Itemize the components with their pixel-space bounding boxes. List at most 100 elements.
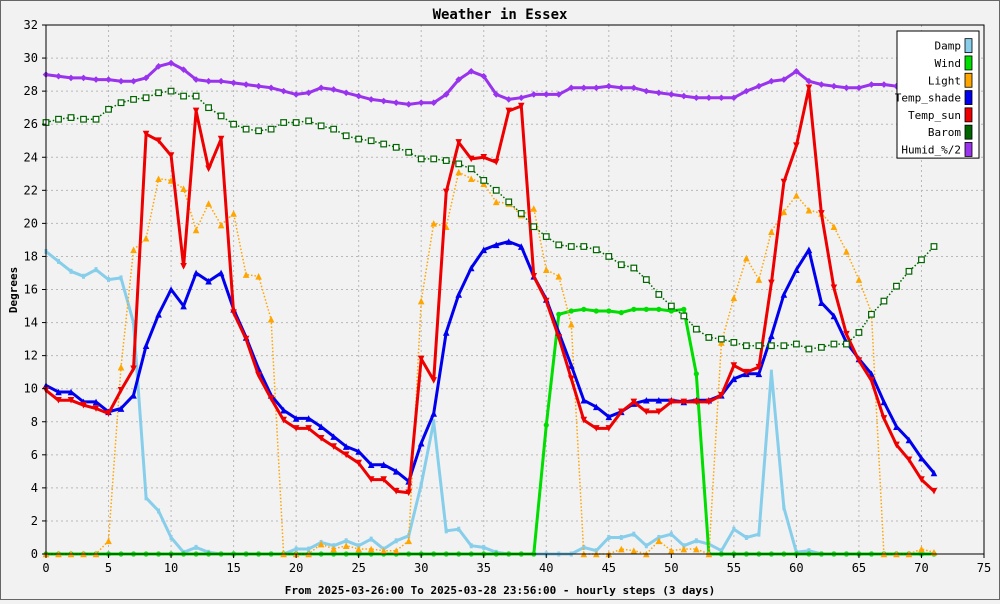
data-point-barom — [467, 165, 475, 173]
data-point-damp — [607, 534, 611, 540]
data-point-humid-2 — [367, 96, 375, 103]
data-point-damp — [194, 544, 198, 550]
data-point-damp — [732, 526, 736, 532]
y-tick-label: 28 — [24, 84, 38, 98]
data-point-damp — [657, 534, 661, 540]
y-tick-label: 26 — [24, 117, 38, 131]
x-tick-label: 10 — [164, 561, 178, 575]
data-point-temp-sun — [55, 396, 62, 404]
tick-labels: 0 5 10 15 20 25 30 35 40 45 50 55 60 65 70 750246810121… — [24, 18, 992, 575]
data-point-humid-2 — [517, 94, 525, 102]
data-point-damp — [132, 320, 136, 326]
data-point-temp-shade — [130, 392, 137, 399]
data-point-humid-2 — [643, 87, 650, 95]
data-point-light — [668, 547, 675, 554]
data-point-humid-2 — [567, 84, 575, 92]
data-point-humid-2 — [205, 77, 212, 85]
data-point-barom — [305, 117, 313, 125]
data-point-barom — [267, 125, 275, 133]
data-point-temp-shade — [305, 415, 312, 422]
data-point-barom — [605, 253, 613, 260]
data-point-humid-2 — [530, 91, 538, 98]
series-layer — [42, 59, 938, 558]
data-point-light — [830, 223, 838, 230]
data-point-temp-sun — [555, 334, 563, 341]
data-point-temp-sun — [242, 335, 250, 343]
x-tick-label: 30 — [414, 561, 428, 575]
data-point-damp — [782, 505, 786, 511]
data-point-light — [192, 226, 200, 234]
data-point-barom — [405, 148, 413, 156]
x-tick-label: 5 — [105, 561, 112, 575]
data-point-temp-sun — [155, 137, 162, 145]
data-point-humid-2 — [880, 81, 888, 88]
data-point-barom — [105, 105, 112, 113]
data-point-temp-sun — [918, 476, 925, 483]
data-point-damp — [394, 538, 398, 544]
data-point-humid-2 — [192, 76, 200, 83]
x-tick-label: 65 — [852, 561, 866, 575]
data-point-temp-sun — [830, 284, 838, 292]
data-point-temp-sun — [317, 434, 325, 442]
data-point-wind — [631, 306, 637, 312]
data-point-barom — [592, 246, 600, 254]
data-point-temp-sun — [105, 410, 112, 417]
data-point-temp-shade — [768, 332, 775, 340]
data-point-temp-shade — [905, 436, 913, 444]
data-point-damp — [619, 534, 623, 540]
data-point-humid-2 — [592, 84, 600, 92]
x-tick-label: 75 — [977, 561, 991, 575]
data-point-humid-2 — [830, 82, 838, 90]
data-point-damp — [369, 536, 373, 542]
x-tick-label: 50 — [664, 561, 678, 575]
data-point-damp — [757, 531, 761, 537]
data-point-temp-shade — [580, 396, 588, 404]
data-point-temp-sun — [643, 408, 650, 416]
data-point-humid-2 — [292, 91, 300, 98]
data-point-humid-2 — [392, 99, 400, 106]
x-tick-label: 70 — [914, 561, 928, 575]
data-point-humid-2 — [542, 91, 550, 98]
data-point-temp-shade — [467, 264, 475, 272]
data-point-humid-2 — [680, 92, 688, 100]
data-point-temp-sun — [517, 102, 525, 110]
data-point-light — [342, 542, 350, 550]
data-point-damp — [307, 546, 311, 552]
data-point-barom — [730, 339, 738, 346]
data-point-temp-sun — [805, 84, 813, 92]
y-tick-label: 6 — [31, 448, 38, 462]
data-point-wind — [568, 308, 574, 314]
data-point-temp-shade — [355, 448, 362, 455]
data-point-humid-2 — [217, 77, 225, 85]
data-point-wind — [593, 308, 599, 314]
data-point-light — [693, 545, 700, 553]
data-point-humid-2 — [405, 101, 412, 108]
data-point-damp — [694, 538, 698, 544]
data-point-humid-2 — [455, 76, 463, 83]
data-point-light — [492, 198, 500, 206]
data-point-temp-sun — [542, 297, 550, 305]
data-point-light — [618, 545, 625, 553]
x-axis-label: From 2025-03-26:00 To 2025-03-28 23:56:0… — [285, 584, 715, 597]
x-tick-label: 40 — [539, 561, 553, 575]
data-point-temp-shade — [167, 286, 175, 293]
data-point-humid-2 — [92, 76, 100, 83]
x-tick-label: 35 — [477, 561, 491, 575]
data-point-damp — [632, 531, 636, 537]
data-point-temp-sun — [142, 130, 150, 138]
data-point-damp — [769, 369, 773, 375]
data-point-barom — [792, 340, 800, 348]
data-point-temp-shade — [292, 415, 300, 422]
data-point-humid-2 — [730, 94, 738, 102]
data-point-humid-2 — [442, 91, 450, 98]
data-point-humid-2 — [768, 77, 775, 85]
data-point-temp-sun — [505, 107, 513, 115]
data-point-temp-sun — [567, 375, 575, 383]
data-point-damp — [119, 275, 123, 281]
data-point-light — [555, 272, 563, 280]
data-point-barom — [505, 198, 513, 206]
data-point-barom — [492, 186, 500, 194]
y-tick-label: 32 — [24, 18, 38, 32]
data-point-temp-sun — [280, 416, 287, 424]
data-point-temp-shade — [605, 413, 613, 421]
